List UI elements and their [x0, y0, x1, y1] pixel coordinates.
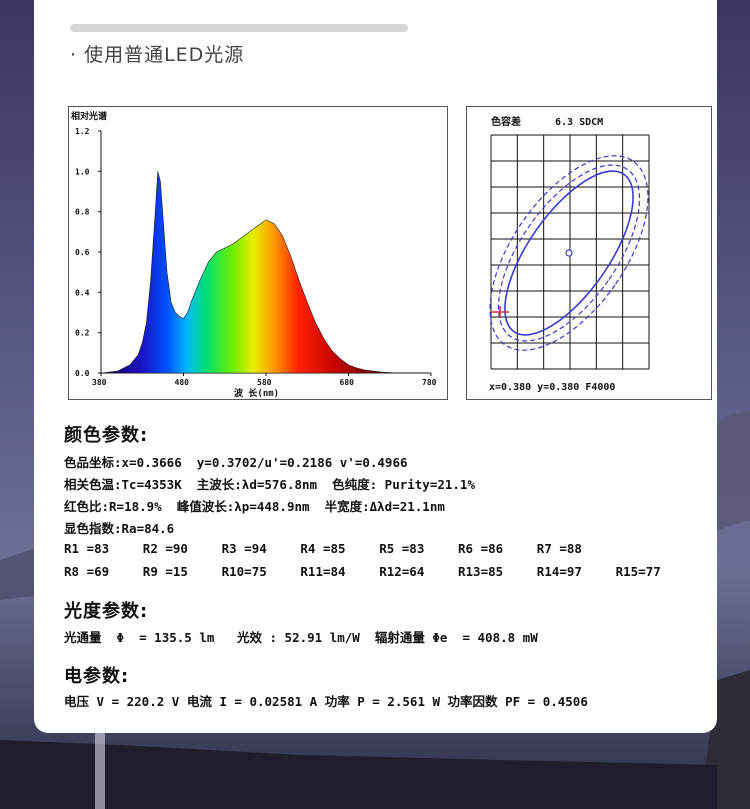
- y-tick-label: 0.8: [75, 208, 90, 217]
- r-value: R11=84: [300, 564, 346, 579]
- page-heading: · 使用普通LED光源: [70, 44, 245, 66]
- r-value: R8 =69: [64, 564, 110, 579]
- red-ratio-line: 红色比:R=18.9% 峰值波长:λp=448.9nm 半宽度:Δλd=21.1…: [64, 499, 445, 514]
- chromaticity-footer: x=0.380 y=0.380 F4000: [489, 382, 615, 393]
- x-tick-label: 780: [422, 378, 437, 387]
- y-tick-label: 0.0: [75, 369, 90, 378]
- color-params-title: 颜色参数:: [64, 425, 149, 446]
- spectrum-chart-panel: 相对光谱 380 480 580 680 780 0.0 0.2 0.4 0.6 0.8 1.0 1.…: [68, 106, 448, 400]
- electric-line: 电压 V = 220.2 V 电流 I = 0.02581 A 功率 P = 2…: [64, 694, 588, 709]
- x-tick-label: 680: [340, 378, 355, 387]
- tolerance-ellipse: [504, 170, 634, 336]
- tolerance-ellipse-outer-1: [497, 164, 641, 342]
- scroll-indicator-bar: [70, 24, 408, 32]
- sdcm-label: 6.3 SDCM: [555, 117, 603, 128]
- r-value: R5 =83: [379, 541, 425, 556]
- r-value: R9 =15: [142, 564, 188, 579]
- x-axis-label: 波 长(nm): [234, 387, 279, 399]
- y-tick-label: 1.0: [75, 167, 90, 176]
- y-tick-label: 0.6: [75, 248, 90, 257]
- r-value: R14=97: [536, 564, 582, 579]
- y-tick-label: 0.4: [75, 288, 90, 297]
- r-value: R3 =94: [221, 541, 267, 556]
- x-tick-label: 580: [257, 378, 272, 387]
- spectrum-area: [100, 171, 431, 374]
- r-value: R1 =83: [64, 541, 110, 556]
- tick-labels: 380 480 580 680 780 0.0 0.2 0.4 0.6 0.8 1.0 1.2: [75, 127, 437, 387]
- r-value: R7 =88: [536, 541, 582, 556]
- r-value: R6 =86: [458, 541, 504, 556]
- r-value: R15=77: [615, 564, 661, 579]
- chromaticity-line: 色品坐标:x=0.3666 y=0.3702/u'=0.2186 v'=0.49…: [64, 455, 408, 470]
- y-tick-label: 0.2: [75, 329, 90, 338]
- photometric-params-title: 光度参数:: [64, 601, 149, 622]
- cct-line: 相关色温:Tc=4353K 主波长:λd=576.8nm 色纯度: Purity…: [64, 477, 475, 492]
- tolerance-ellipse-outer-2: [489, 155, 649, 351]
- chart-title: 相对光谱: [71, 110, 107, 122]
- electric-params-title: 电参数:: [64, 666, 130, 687]
- r-value: R12=64: [379, 564, 425, 579]
- x-tick-label: 380: [92, 378, 107, 387]
- x-tick-label: 480: [175, 378, 190, 387]
- r-value: R10=75: [221, 564, 267, 579]
- cri-line: 显色指数:Ra=84.6: [64, 521, 175, 536]
- chromaticity-point: [565, 249, 573, 257]
- spectrum-chart: 相对光谱 380 480 580 680 780 0.0 0.2 0.4 0.6 0.8 1.0 1.…: [71, 110, 437, 399]
- photometric-line: 光通量 Φ = 135.5 lm 光效 : 52.91 lm/W 辐射通量 Φe…: [64, 630, 538, 645]
- y-tick-label: 1.2: [75, 127, 90, 136]
- r-value: R13=85: [458, 564, 504, 579]
- r-value: R4 =85: [300, 541, 346, 556]
- r-value: R2 =90: [142, 541, 188, 556]
- marker-icon: [491, 306, 509, 318]
- color-tolerance-chart-panel: 色容差 6.3 SDCM x=0.380 y=0.380 F4000: [466, 106, 712, 400]
- chart-title: 色容差: [491, 115, 521, 128]
- color-tolerance-chart: 色容差 6.3 SDCM x=0.380 y=0.380 F4000: [489, 115, 650, 393]
